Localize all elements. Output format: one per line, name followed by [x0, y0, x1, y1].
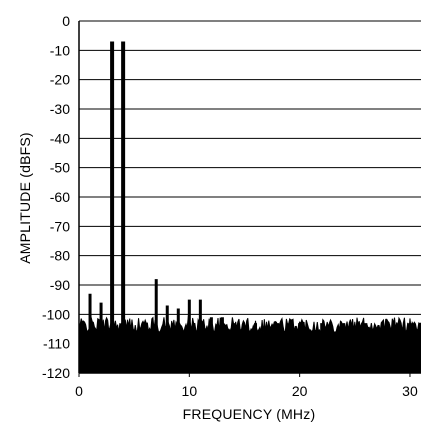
noise-floor — [78, 315, 421, 374]
y-tick-label-minus120: -120 — [42, 365, 70, 381]
x-tick-label-30: 30 — [402, 383, 418, 399]
y-tick-label-minus10: -10 — [50, 42, 70, 58]
y-tick-label-minus110: -110 — [43, 336, 70, 352]
y-tick-label-0: 0 — [62, 13, 70, 29]
tick-label-layer: 0 -10 -20 -30 -40 -50 -60 -70 -80 -90 -100 -110 -120… — [42, 13, 418, 399]
noise-floor-area — [78, 315, 421, 374]
y-tick-label-minus50: -50 — [50, 160, 70, 176]
grid-layer — [79, 20, 421, 345]
y-tick-label-minus20: -20 — [50, 72, 70, 88]
y-tick-label-minus100: -100 — [42, 306, 70, 322]
y-axis-title: AMPLITUDE (dBFS) — [17, 132, 33, 264]
y-tick-label-minus30: -30 — [50, 101, 70, 117]
y-tick-label-minus90: -90 — [50, 277, 70, 293]
x-tick-label-10: 10 — [182, 383, 198, 399]
y-tick-label-minus70: -70 — [50, 218, 70, 234]
x-tick-label-20: 20 — [292, 383, 308, 399]
x-axis-title: FREQUENCY (MHz) — [183, 406, 316, 422]
y-tick-label-minus60: -60 — [50, 189, 70, 205]
x-tick-label-0: 0 — [75, 383, 83, 399]
y-tick-label-minus40: -40 — [50, 130, 70, 146]
data-layer — [78, 41, 421, 374]
y-tick-label-minus80: -80 — [50, 248, 70, 264]
axes-layer — [78, 21, 421, 377]
